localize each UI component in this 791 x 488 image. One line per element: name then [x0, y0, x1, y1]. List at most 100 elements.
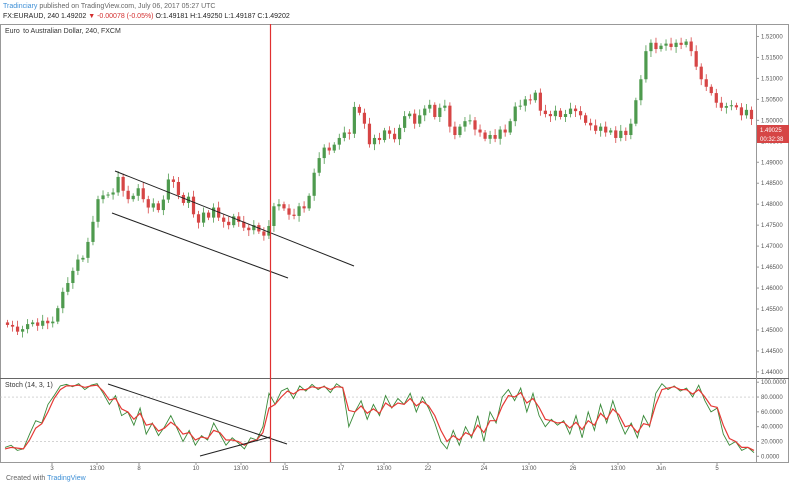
- candle-down: [558, 110, 563, 117]
- candle-up: [659, 45, 663, 50]
- candle-up: [297, 206, 301, 216]
- candle-up: [468, 120, 472, 122]
- candle-down: [654, 42, 658, 50]
- candle-down: [538, 92, 542, 111]
- time-tick-label: 8: [137, 466, 141, 472]
- candle-down: [292, 214, 296, 216]
- candle-up: [729, 105, 733, 107]
- price-tick-label: 1.50000: [761, 118, 783, 124]
- price-tick-label: 1.44000: [761, 370, 783, 376]
- channel-lower-line: [111, 212, 289, 279]
- price-tick-label: 1.51000: [761, 76, 783, 82]
- candle-up: [533, 92, 537, 101]
- candle-down: [719, 102, 723, 108]
- stoch-tick-label: 80.0000: [761, 395, 783, 401]
- stoch-lower-trendline: [199, 436, 271, 457]
- candle-up: [634, 100, 638, 124]
- candle-down: [191, 196, 196, 215]
- candle-up: [513, 106, 517, 122]
- candle-down: [36, 322, 40, 326]
- candle-down: [528, 99, 532, 101]
- candle-up: [639, 79, 643, 101]
- price-tick-label: 1.49000: [761, 160, 783, 166]
- candle-down: [578, 111, 583, 116]
- candle-down: [413, 113, 417, 124]
- countdown-label: 00:32:38: [760, 137, 784, 143]
- candle-up: [619, 130, 623, 138]
- time-tick-label: 13:00: [233, 466, 249, 472]
- price-tick-label: 1.47500: [761, 223, 783, 229]
- stoch-tick-label: 0.0000: [761, 454, 780, 460]
- candle-down: [594, 125, 598, 131]
- publish-line: Tradinciary published on TradingView.com…: [3, 2, 215, 11]
- candle-up: [438, 107, 442, 117]
- candle-up: [342, 132, 346, 138]
- candle-down: [206, 212, 211, 218]
- time-tick-label: 13:00: [89, 466, 105, 472]
- candle-up: [644, 51, 648, 80]
- quote-ohlc: O:1.49181 H:1.49250 L:1.49187 C:1.49202: [153, 13, 290, 20]
- candle-up: [523, 99, 527, 106]
- candle-up: [272, 206, 276, 226]
- time-tick-label: 15: [282, 466, 289, 472]
- candle-down: [473, 120, 477, 130]
- candle-down: [679, 42, 683, 45]
- candle-down: [5, 322, 10, 325]
- candle-down: [387, 130, 392, 134]
- candle-down: [624, 130, 628, 136]
- candle-down: [181, 194, 186, 203]
- candle-up: [201, 212, 206, 223]
- candle-up: [317, 158, 321, 173]
- candle-down: [156, 203, 160, 211]
- candle-down: [433, 104, 437, 117]
- candle-up: [312, 172, 316, 196]
- candle-down: [287, 208, 291, 215]
- candle-down: [392, 133, 397, 140]
- candle-down: [10, 324, 15, 327]
- candle-down: [709, 86, 713, 94]
- publish-text: published on TradingView.com, July 06, 2…: [37, 3, 216, 10]
- time-tick-label: 10: [193, 466, 200, 472]
- candle-down: [483, 132, 487, 139]
- time-tick-label: 5: [715, 466, 719, 472]
- price-tick-label: 1.46500: [761, 265, 783, 271]
- time-tick-label: 26: [570, 466, 577, 472]
- quote-line: FX:EURAUD, 240 1.49202 ▼ -0.00078 (-0.05…: [3, 12, 290, 21]
- stoch-tick-label: 60.0000: [761, 410, 783, 416]
- price-tick-label: 1.45000: [761, 328, 783, 334]
- candle-up: [724, 106, 728, 108]
- candle-down: [478, 129, 482, 133]
- candle-down: [141, 188, 145, 200]
- time-tick-label: 24: [481, 466, 488, 472]
- stoch-upper-trendline: [107, 383, 288, 445]
- channel-upper-line: [114, 170, 355, 267]
- candle-up: [166, 179, 170, 200]
- price-tick-label: 1.48500: [761, 181, 783, 187]
- price-tick-label: 1.51500: [761, 55, 783, 61]
- candle-down: [262, 231, 266, 236]
- footer-brand[interactable]: TradingView: [47, 475, 86, 482]
- candle-up: [91, 221, 95, 242]
- candle-up: [81, 257, 85, 260]
- time-tick-label: 22: [425, 466, 432, 472]
- candle-up: [443, 105, 447, 108]
- candle-up: [20, 329, 25, 332]
- candle-down: [448, 105, 452, 127]
- candle-down: [15, 326, 20, 332]
- candle-down: [196, 214, 201, 223]
- chart-frame: [0, 24, 789, 463]
- candle-down: [46, 320, 50, 324]
- quote-symbol: FX:EURAUD, 240 1.49202: [3, 13, 89, 20]
- price-tick-label: 1.52000: [761, 34, 783, 40]
- candle-down: [548, 114, 553, 117]
- candle-up: [664, 43, 668, 46]
- candle-up: [488, 135, 492, 139]
- footer-text: Created with: [6, 475, 48, 482]
- candle-up: [609, 130, 613, 133]
- candle-down: [453, 126, 457, 136]
- candle-up: [61, 291, 65, 309]
- last-price-tag: [757, 125, 789, 134]
- candle-up: [161, 199, 165, 211]
- author-link[interactable]: Tradinciary: [3, 3, 38, 10]
